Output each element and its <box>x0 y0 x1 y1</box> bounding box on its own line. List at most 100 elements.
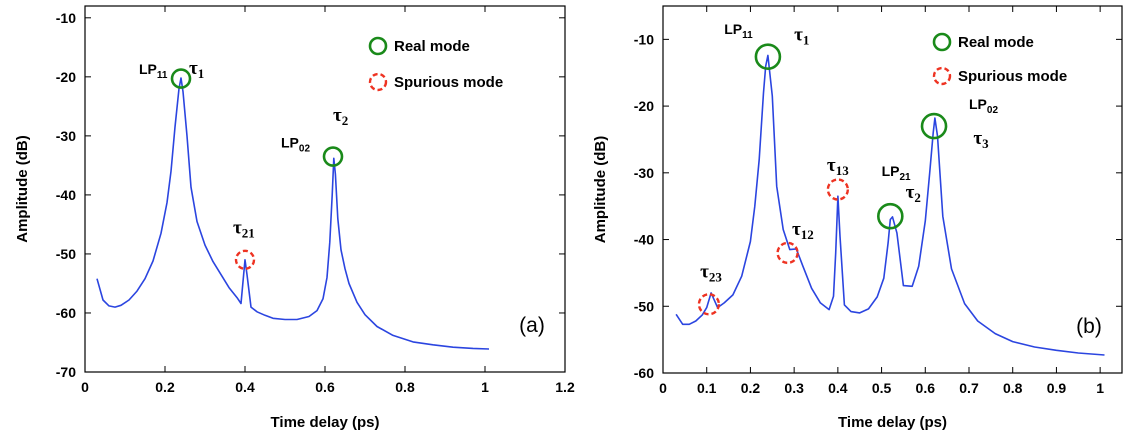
chart-b: 0 0.1 0.2 0.3 0.4 0.5 0.6 0.7 0.8 0.9 1 -60 -50 -40 -3… <box>592 5 1123 431</box>
chart-a: 0 0.2 0.4 0.6 0.8 1 1.2 -70 -60 -50 -40 -30 -20 -10 Ti… <box>14 5 575 431</box>
series-line-b <box>675 54 1105 356</box>
x-tick-label-b: 0.9 <box>1047 380 1067 396</box>
annotation-main: τ <box>792 219 801 240</box>
annotation-subscript: 11 <box>742 30 753 41</box>
legend-spurious-label-b: Spurious mode <box>958 68 1067 85</box>
y-tick-label-a: -60 <box>56 305 76 321</box>
x-tick-label-b: 0.7 <box>959 380 979 396</box>
tau-label-a: τ21 <box>233 217 255 240</box>
x-tick-label-a: 0.6 <box>315 379 335 395</box>
x-tick-label-a: 1.2 <box>555 379 575 395</box>
annotation-main: LP <box>724 21 742 37</box>
y-tick-label-b: -20 <box>634 98 654 114</box>
x-tick-label-a: 1 <box>481 379 489 395</box>
mode-name-label-b: LP21 <box>882 163 911 183</box>
annotation-subscript: 1 <box>803 33 810 48</box>
x-tick-label-b: 0 <box>659 380 667 396</box>
annotation-subscript: 02 <box>299 144 311 155</box>
annotation-subscript: 21 <box>242 225 255 240</box>
real-mode-marker-b <box>920 112 948 140</box>
legend-spurious-marker-a <box>368 72 388 92</box>
x-axis-label-b: Time delay (ps) <box>838 414 947 431</box>
annotation-subscript: 3 <box>982 136 989 151</box>
tau-label-b: τ13 <box>827 155 849 178</box>
annotation-main: LP <box>281 135 299 151</box>
annotation-subscript: 13 <box>836 163 850 178</box>
x-tick-label-a: 0 <box>81 379 89 395</box>
x-tick-label-b: 0.2 <box>741 380 761 396</box>
spurious-mode-marker-b <box>697 293 721 316</box>
x-tick-label-a: 0.4 <box>235 379 255 395</box>
x-tick-label-a: 0.8 <box>395 379 415 395</box>
legend-spurious-marker-b <box>932 66 952 86</box>
legend-real-marker-a <box>368 36 388 56</box>
y-tick-label-b: -10 <box>634 31 654 47</box>
real-mode-marker-a <box>170 68 192 89</box>
annotation-subscript: 21 <box>899 172 911 183</box>
x-tick-label-b: 0.4 <box>828 380 848 396</box>
y-tick-label-a: -40 <box>56 187 76 203</box>
y-tick-label-a: -50 <box>56 246 76 262</box>
annotation-main: τ <box>906 182 915 203</box>
x-tick-label-b: 0.3 <box>784 380 804 396</box>
annotation-subscript: 23 <box>709 270 723 285</box>
x-tick-label-a: 0.2 <box>155 379 175 395</box>
y-tick-label-a: -30 <box>56 128 76 144</box>
tau-label-a: τ1 <box>189 58 204 81</box>
annotation-subscript: 2 <box>342 113 349 128</box>
x-tick-label-b: 0.5 <box>872 380 892 396</box>
tau-label-b: τ23 <box>700 262 722 285</box>
x-tick-label-b: 0.6 <box>916 380 936 396</box>
tau-label-b: τ1 <box>794 25 809 48</box>
annotation-subscript: 1 <box>198 66 205 81</box>
mode-name-label-b: LP02 <box>969 96 998 116</box>
annotation-main: τ <box>189 58 198 79</box>
y-tick-label-a: -20 <box>56 69 76 85</box>
spurious-mode-marker-b <box>776 241 799 265</box>
y-tick-label-a: -10 <box>56 10 76 26</box>
series-line-a <box>96 77 490 350</box>
legend-real-label-a: Real mode <box>394 38 470 55</box>
legend-spurious-label-a: Spurious mode <box>394 74 503 91</box>
legend-real-marker-b <box>932 32 952 52</box>
annotation-main: τ <box>233 217 242 238</box>
tau-label-a: τ2 <box>333 105 348 128</box>
mode-name-label-a: LP02 <box>281 135 310 155</box>
annotation-main: τ <box>333 105 342 126</box>
legend-real-label-b: Real mode <box>958 34 1034 51</box>
x-axis-label-a: Time delay (ps) <box>271 414 380 431</box>
x-tick-label-b: 1 <box>1096 380 1104 396</box>
y-tick-label-b: -40 <box>634 232 654 248</box>
x-tick-label-b: 0.8 <box>1003 380 1023 396</box>
mode-name-label-a: LP11 <box>139 61 168 81</box>
tau-label-b: τ12 <box>792 219 814 242</box>
annotation-main: LP <box>882 163 900 179</box>
annotation-main: LP <box>139 61 157 77</box>
annotation-main: τ <box>794 25 803 46</box>
plot-frame-a <box>84 5 566 373</box>
real-mode-marker-b <box>754 43 782 71</box>
y-tick-label-b: -30 <box>634 165 654 181</box>
annotation-main: τ <box>827 155 836 176</box>
y-axis-label-b: Amplitude (dB) <box>592 136 609 243</box>
y-axis-label-a: Amplitude (dB) <box>14 135 31 242</box>
real-mode-marker-b <box>877 202 904 230</box>
y-tick-label-b: -50 <box>634 298 654 314</box>
plot-frame-b <box>662 5 1123 374</box>
annotation-subscript: 02 <box>987 105 999 116</box>
spurious-mode-marker-b <box>826 178 850 201</box>
panel-label-a: (a) <box>519 314 545 337</box>
real-mode-marker-a <box>322 146 344 167</box>
spurious-mode-marker-a <box>234 249 256 271</box>
annotation-main: LP <box>969 96 987 112</box>
y-tick-label-a: -70 <box>56 364 76 380</box>
tau-label-b: τ3 <box>973 128 989 151</box>
panel-label-b: (b) <box>1076 315 1102 338</box>
annotation-main: τ <box>700 262 709 283</box>
annotation-subscript: 2 <box>914 190 921 205</box>
annotation-subscript: 11 <box>157 70 168 81</box>
tau-label-b: τ2 <box>906 182 921 205</box>
mode-name-label-b: LP11 <box>724 21 753 41</box>
x-tick-label-b: 0.1 <box>697 380 717 396</box>
